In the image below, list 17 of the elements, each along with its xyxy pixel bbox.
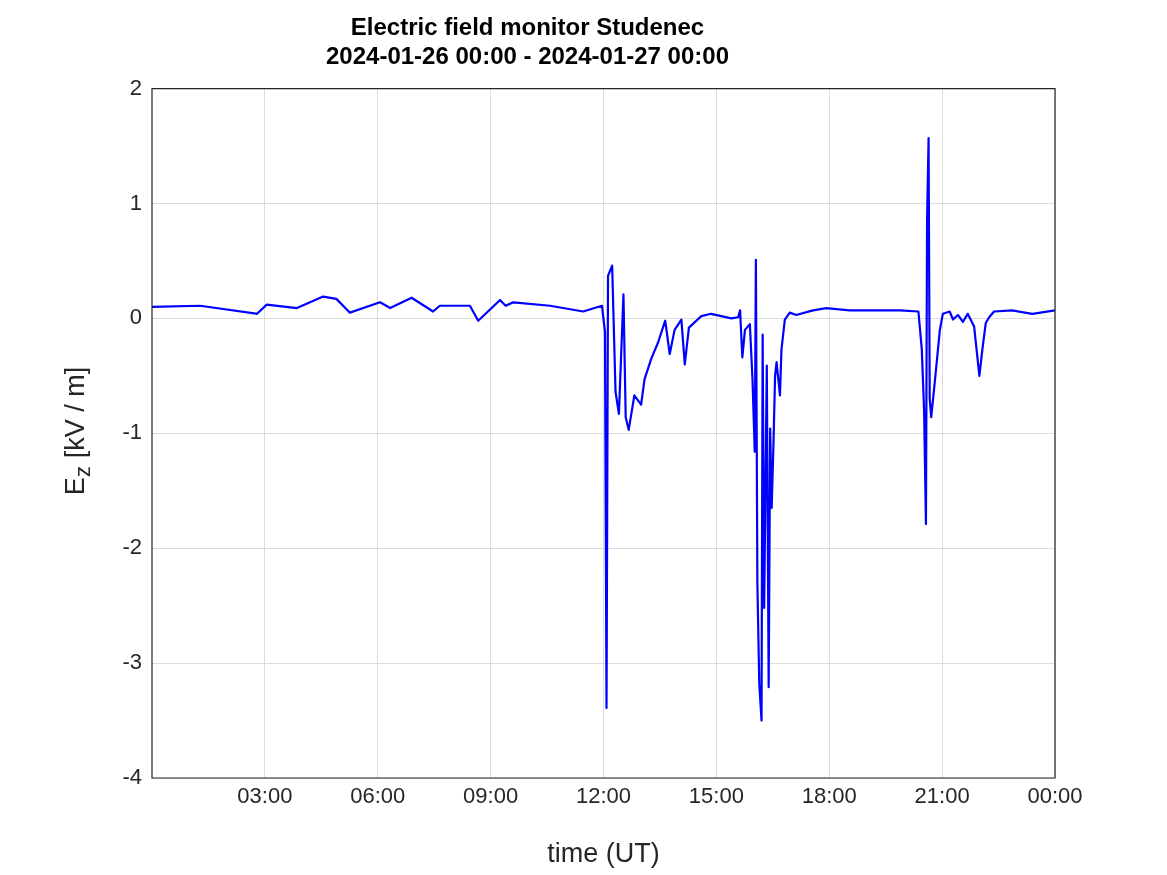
y-tick-label: 2 <box>129 74 142 100</box>
x-tick-label: 06:00 <box>350 783 406 809</box>
chart-title: Electric field monitor Studenec 2024-01-26 00:00 - 2024-01-27 00:00 <box>326 13 729 69</box>
x-tick-label: 12:00 <box>575 783 632 809</box>
x-tick-label: 15:00 <box>688 783 744 809</box>
x-tick-label: 18:00 <box>801 783 857 809</box>
y-tick-label: -4 <box>122 764 142 790</box>
x-tick-label: 00:00 <box>1027 783 1083 809</box>
y-tick-label: 0 <box>129 304 142 330</box>
y-tick-label: 1 <box>129 189 142 215</box>
y-tick-label: -3 <box>122 649 142 675</box>
y-tick-label: -1 <box>122 419 142 445</box>
x-tick-label: 09:00 <box>463 783 519 809</box>
x-tick-label: 03:00 <box>237 783 293 809</box>
x-axis-title: time (UT) <box>547 838 660 869</box>
x-tick-label: 21:00 <box>914 783 970 809</box>
y-tick-label: -2 <box>122 534 142 560</box>
